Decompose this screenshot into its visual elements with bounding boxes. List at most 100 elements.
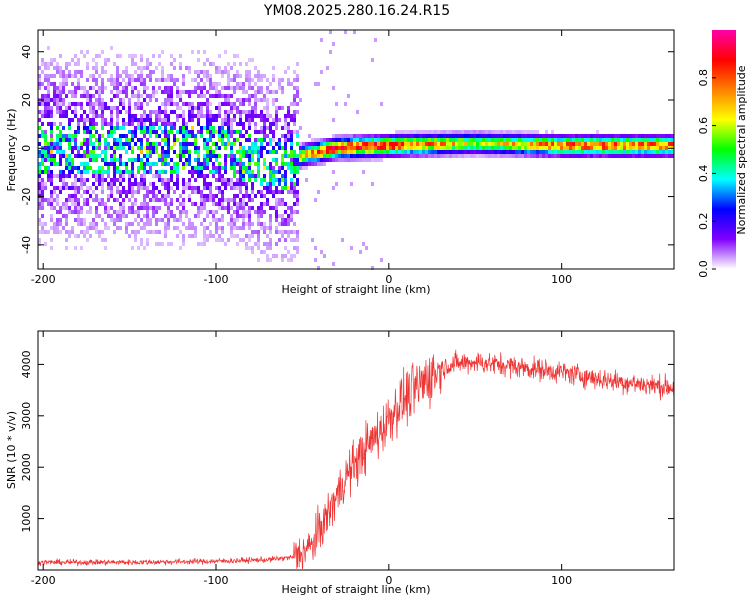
- heatmap-cell: [95, 122, 98, 126]
- heatmap-cell: [65, 138, 68, 142]
- heatmap-cell: [464, 130, 467, 134]
- heatmap-cell: [227, 86, 230, 90]
- heatmap-cell: [116, 74, 119, 78]
- heatmap-cell: [230, 222, 233, 226]
- heatmap-cell: [653, 138, 656, 142]
- heatmap-cell: [83, 198, 86, 202]
- heatmap-cell: [203, 126, 206, 130]
- heatmap-cell: [113, 106, 116, 110]
- heatmap-cell: [458, 134, 461, 138]
- heatmap-cell: [128, 174, 131, 178]
- heatmap-cell: [101, 170, 104, 174]
- heatmap-cell: [245, 110, 248, 114]
- heatmap-cell: [131, 182, 134, 186]
- heatmap-cell: [74, 178, 77, 182]
- heatmap-cell: [347, 158, 350, 162]
- heatmap-cell: [86, 126, 89, 130]
- heatmap-cell: [542, 138, 545, 142]
- heatmap-cell: [551, 142, 554, 146]
- heatmap-cell: [452, 146, 455, 150]
- heatmap-cell: [572, 146, 575, 150]
- heatmap-cell: [314, 142, 317, 146]
- heatmap-cell: [509, 146, 512, 150]
- heatmap-cell: [140, 226, 143, 230]
- heatmap-cell: [479, 130, 482, 134]
- heatmap-cell: [164, 158, 167, 162]
- heatmap-cell: [134, 158, 137, 162]
- heatmap-cell: [128, 114, 131, 118]
- heatmap-cell: [350, 138, 353, 142]
- heatmap-cell: [305, 154, 308, 158]
- heatmap-cell: [551, 150, 554, 154]
- heatmap-cell: [59, 122, 62, 126]
- heatmap-cell: [104, 86, 107, 90]
- heatmap-cell: [182, 134, 185, 138]
- heatmap-cell: [242, 238, 245, 242]
- heatmap-cell: [299, 98, 302, 102]
- heatmap-cell: [224, 178, 227, 182]
- heatmap-cell: [224, 118, 227, 122]
- heatmap-cell: [185, 162, 188, 166]
- heatmap-cell: [287, 82, 290, 86]
- heatmap-cell: [41, 70, 44, 74]
- heatmap-cell: [233, 62, 236, 66]
- heatmap-cell: [581, 134, 584, 138]
- heatmap-cell: [92, 190, 95, 194]
- heatmap-cell: [389, 142, 392, 146]
- heatmap-cell: [269, 162, 272, 166]
- heatmap-cell: [239, 110, 242, 114]
- heatmap-cell: [272, 98, 275, 102]
- heatmap-cell: [362, 150, 365, 154]
- heatmap-cell: [494, 154, 497, 158]
- heatmap-cell: [230, 66, 233, 70]
- heatmap-cell: [83, 230, 86, 234]
- heatmap-cell: [224, 110, 227, 114]
- heatmap-cell: [221, 174, 224, 178]
- heatmap-cell: [146, 186, 149, 190]
- heatmap-cell: [209, 78, 212, 82]
- heatmap-cell: [380, 142, 383, 146]
- heatmap-cell: [47, 82, 50, 86]
- heatmap-cell: [68, 170, 71, 174]
- heatmap-cell: [269, 90, 272, 94]
- heatmap-cell: [539, 146, 542, 150]
- heatmap-cell: [413, 138, 416, 142]
- heatmap-cell: [146, 238, 149, 242]
- heatmap-cell: [464, 154, 467, 158]
- heatmap-cell: [212, 202, 215, 206]
- heatmap-cell: [149, 134, 152, 138]
- heatmap-cell: [188, 142, 191, 146]
- heatmap-cell: [242, 162, 245, 166]
- heatmap-cell: [140, 166, 143, 170]
- heatmap-cell: [233, 154, 236, 158]
- heatmap-cell: [47, 74, 50, 78]
- heatmap-cell: [305, 162, 308, 166]
- heatmap-cell: [110, 98, 113, 102]
- heatmap-cell: [665, 154, 668, 158]
- heatmap-cell: [251, 170, 254, 174]
- heatmap-cell: [212, 134, 215, 138]
- heatmap-cell: [197, 70, 200, 74]
- heatmap-cell: [314, 162, 317, 166]
- heatmap-cell: [191, 234, 194, 238]
- heatmap-cell: [494, 150, 497, 154]
- heatmap-cell: [347, 94, 350, 98]
- heatmap-cell: [68, 154, 71, 158]
- heatmap-cell: [212, 162, 215, 166]
- heatmap-cell: [65, 174, 68, 178]
- heatmap-cell: [248, 214, 251, 218]
- heatmap-cell: [284, 114, 287, 118]
- heatmap-cell: [95, 226, 98, 230]
- heatmap-cell: [98, 54, 101, 58]
- heatmap-cell: [68, 206, 71, 210]
- heatmap-cell: [359, 138, 362, 142]
- heatmap-cell: [59, 162, 62, 166]
- heatmap-cell: [371, 154, 374, 158]
- heatmap-cell: [602, 134, 605, 138]
- heatmap-cell: [41, 182, 44, 186]
- heatmap-cell: [503, 146, 506, 150]
- heatmap-cell: [95, 158, 98, 162]
- heatmap-cell: [260, 206, 263, 210]
- heatmap-cell: [269, 258, 272, 262]
- heatmap-cell: [173, 122, 176, 126]
